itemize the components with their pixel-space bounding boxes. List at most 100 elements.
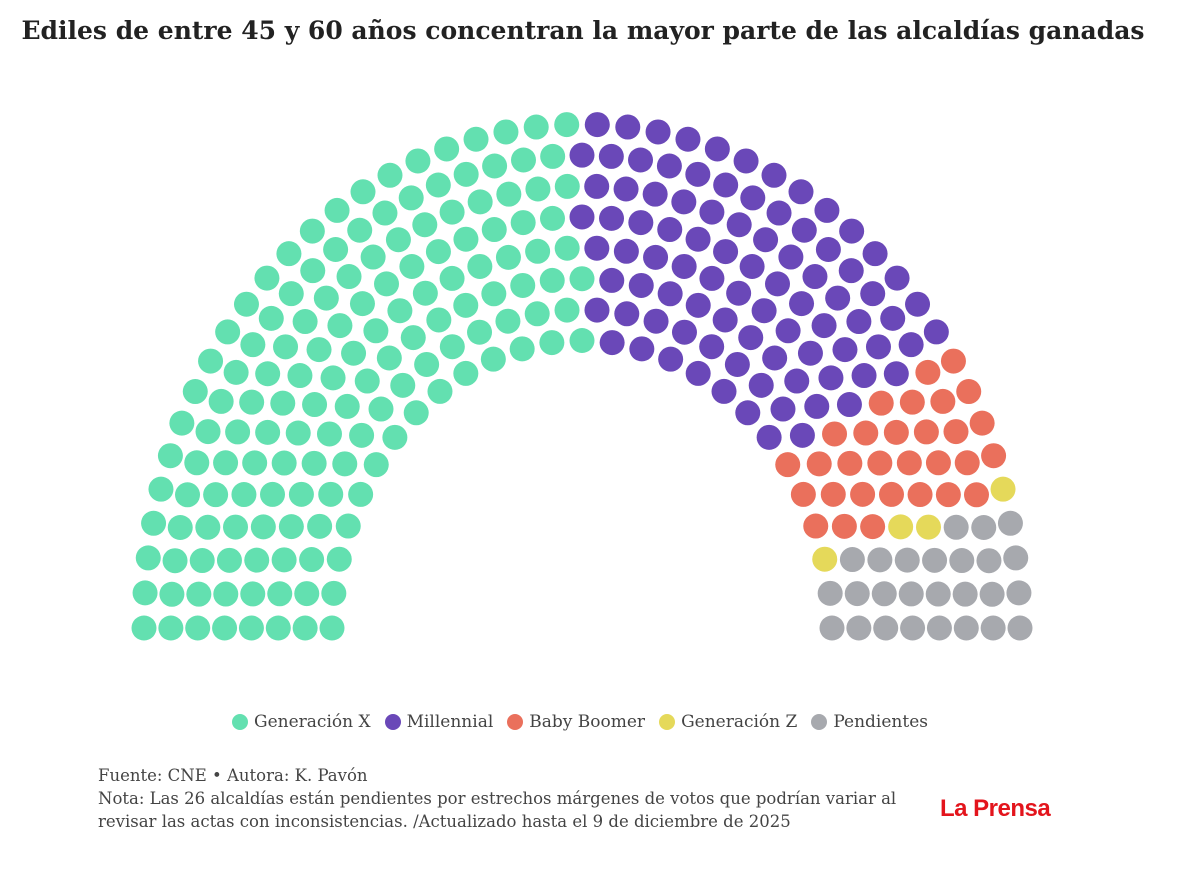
seat-baby-boomer	[899, 389, 925, 415]
seat-generaci-n-x	[495, 308, 521, 334]
seat-millennial	[584, 297, 610, 323]
seat-millennial	[739, 253, 765, 279]
legend-item-gen-x: Generación X	[232, 712, 371, 732]
seat-generaci-n-x	[493, 119, 519, 145]
seat-generaci-n-x	[439, 334, 465, 360]
seat-baby-boomer	[981, 443, 1007, 469]
legend: Generación X Millennial Baby Boomer Gene…	[0, 712, 1160, 732]
seat-generaci-n-x	[439, 265, 465, 291]
seat-pendientes	[873, 615, 899, 641]
seat-generaci-n-x	[198, 348, 224, 374]
seat-generaci-n-x	[223, 514, 249, 540]
seat-millennial	[645, 119, 671, 145]
seat-millennial	[735, 400, 761, 426]
seat-baby-boomer	[925, 450, 951, 476]
seat-baby-boomer	[850, 481, 876, 507]
seat-baby-boomer	[822, 421, 848, 447]
seat-generaci-n-x	[260, 481, 286, 507]
seat-generaci-n-x	[223, 359, 249, 385]
seat-millennial	[733, 148, 759, 174]
seat-millennial	[766, 200, 792, 226]
seat-generaci-n-x	[255, 419, 281, 445]
seat-millennial	[643, 308, 669, 334]
seat-generaci-n-x	[540, 143, 566, 169]
legend-item-millennial: Millennial	[384, 712, 493, 732]
seat-generaci-n-z	[990, 476, 1016, 502]
seat-generaci-n-x	[554, 112, 580, 138]
seat-generaci-n-x	[363, 452, 389, 478]
seat-generaci-n-x	[313, 285, 339, 311]
seat-baby-boomer	[913, 419, 939, 445]
seat-baby-boomer	[935, 482, 961, 508]
seat-millennial	[738, 325, 764, 351]
seat-generaci-n-x	[524, 301, 550, 327]
seat-generaci-n-x	[169, 410, 195, 436]
seat-millennial	[880, 305, 906, 331]
seat-millennial	[802, 264, 828, 290]
seat-generaci-n-x	[377, 162, 403, 188]
seat-generaci-n-x	[554, 235, 580, 261]
seat-generaci-n-x	[510, 210, 536, 236]
seat-millennial	[748, 372, 774, 398]
seat-generaci-n-x	[327, 313, 353, 339]
seat-generaci-n-x	[212, 615, 238, 641]
seat-millennial	[628, 272, 654, 298]
seat-pendientes	[900, 615, 926, 641]
seat-generaci-n-x	[539, 205, 565, 231]
seat-generaci-n-x	[453, 360, 479, 386]
seat-millennial	[839, 218, 865, 244]
seat-generaci-n-x	[270, 390, 296, 416]
seat-generaci-n-x	[182, 379, 208, 405]
seat-millennial	[699, 265, 725, 291]
seat-pendientes	[1003, 545, 1029, 571]
seat-generaci-n-x	[175, 482, 201, 508]
seat-pendientes	[894, 547, 920, 573]
seat-baby-boomer	[837, 450, 863, 476]
seat-millennial	[862, 241, 888, 267]
seat-millennial	[712, 307, 738, 333]
seat-generaci-n-x	[258, 305, 284, 331]
seat-generaci-n-x	[208, 388, 234, 414]
seat-generaci-n-x	[271, 450, 297, 476]
source-text: Fuente: CNE • Autora: K. Pavón	[98, 766, 368, 785]
seat-generaci-n-x	[287, 363, 313, 389]
seat-baby-boomer	[831, 513, 857, 539]
seat-millennial	[753, 227, 779, 253]
seat-generaci-n-x	[405, 148, 431, 174]
seat-generaci-n-x	[425, 239, 451, 265]
seat-millennial	[642, 181, 668, 207]
seat-millennial	[599, 205, 625, 231]
legend-label: Baby Boomer	[529, 712, 646, 732]
seat-millennial	[884, 265, 910, 291]
seat-baby-boomer	[915, 359, 941, 385]
seat-generaci-n-x	[239, 389, 265, 415]
seat-pendientes	[839, 547, 865, 573]
seat-pendientes	[997, 510, 1023, 536]
seat-generaci-n-x	[481, 281, 507, 307]
seat-generaci-n-x	[399, 253, 425, 279]
seat-generaci-n-x	[307, 513, 333, 539]
seat-generaci-n-x	[453, 292, 479, 318]
seat-millennial	[726, 212, 752, 238]
seat-generaci-n-x	[350, 179, 376, 205]
seat-generaci-n-x	[278, 514, 304, 540]
seat-generaci-n-x	[292, 309, 318, 335]
seat-baby-boomer	[963, 482, 989, 508]
seat-generaci-n-x	[184, 450, 210, 476]
seat-pendientes	[922, 547, 948, 573]
seat-generaci-n-x	[288, 481, 314, 507]
seat-generaci-n-x	[539, 267, 565, 293]
seat-millennial	[724, 351, 750, 377]
seat-generaci-n-x	[496, 181, 522, 207]
seat-baby-boomer	[867, 450, 893, 476]
seat-generaci-n-x	[299, 547, 325, 573]
seat-generaci-n-x	[195, 514, 221, 540]
footer: Fuente: CNE • Autora: K. Pavón Nota: Las…	[98, 764, 898, 833]
seat-pendientes	[898, 581, 924, 607]
seat-millennial	[761, 162, 787, 188]
seat-millennial	[791, 217, 817, 243]
seat-generaci-n-x	[439, 199, 465, 225]
seat-generaci-n-x	[509, 336, 535, 362]
seat-millennial	[671, 253, 697, 279]
seat-millennial	[905, 291, 931, 317]
